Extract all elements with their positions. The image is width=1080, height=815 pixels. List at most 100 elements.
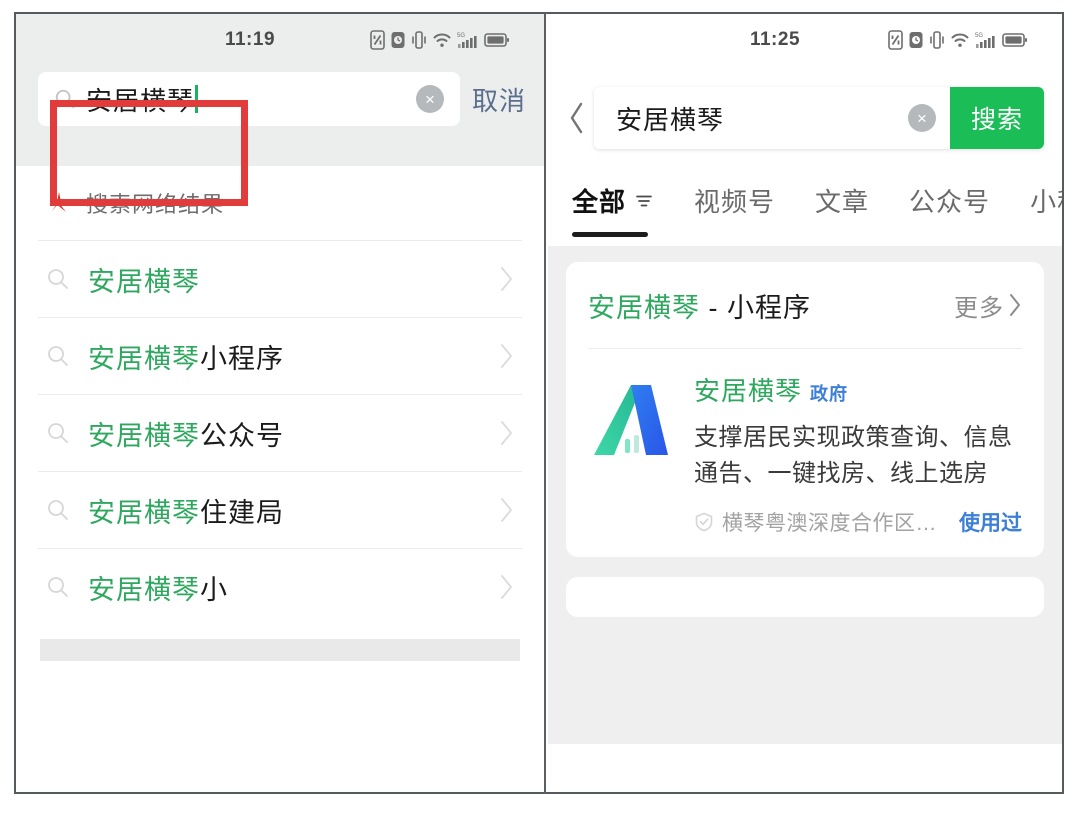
- nfc-icon: [888, 30, 903, 50]
- card-title-rest: - 小程序: [700, 292, 811, 323]
- left-search-area: 安居横琴 × 取消: [16, 66, 544, 166]
- anju-hengqin-logo: [594, 385, 668, 455]
- wifi-icon: [951, 33, 969, 47]
- suggestion-highlight: 安居横琴: [88, 497, 200, 528]
- battery-icon: [1002, 33, 1027, 47]
- signal-5g-icon: 5G: [457, 33, 477, 48]
- mini-program-footer: 横琴粤澳深度合作区城市规划和... 使用过: [694, 507, 1022, 537]
- used-badge: 使用过: [959, 511, 1022, 535]
- search-icon: [48, 423, 68, 443]
- tab-公众号[interactable]: 公众号: [909, 178, 990, 219]
- result-tab-bar: 全部视频号文章公众号小程序直: [548, 170, 1062, 246]
- right-search-area: 安居横琴 × 搜索: [548, 66, 1062, 170]
- chevron-right-icon: [501, 267, 512, 291]
- search-icon: [48, 269, 68, 289]
- chevron-right-icon: [501, 575, 512, 599]
- right-status-bar: 11:25 5G: [548, 14, 1062, 66]
- suggestion-text: 安居横琴: [88, 260, 498, 299]
- mini-program-name: 安居横琴: [694, 376, 803, 406]
- government-badge: 政府: [810, 384, 849, 404]
- suggestion-text: 安居横琴小程序: [88, 337, 498, 376]
- chevron-right-icon: [501, 421, 512, 445]
- panel-divider: [544, 12, 546, 794]
- back-chevron-icon[interactable]: [560, 101, 594, 135]
- signal-5g-icon: 5G: [975, 33, 995, 48]
- right-search-field: 安居横琴 × 搜索: [594, 87, 1044, 149]
- web-search-row[interactable]: 搜索网络结果: [16, 166, 544, 240]
- suggestion-highlight: 安居横琴: [88, 343, 200, 374]
- search-icon: [48, 500, 68, 520]
- left-search-input[interactable]: 安居横琴 ×: [38, 72, 460, 126]
- text-caret: [195, 85, 199, 113]
- list-divider: [38, 317, 522, 318]
- tab-视频号[interactable]: 视频号: [694, 178, 775, 219]
- tab-label: 全部: [572, 187, 627, 217]
- tab-label: 视频号: [694, 187, 776, 217]
- bottom-gray-band: [40, 639, 520, 661]
- right-phone-panel: 11:25 5G 安居横琴 × 搜索 全部视: [548, 14, 1062, 792]
- suggestion-rest: 公众号: [200, 420, 284, 451]
- suggestion-text: 安居横琴住建局: [88, 491, 498, 530]
- svg-text:5G: 5G: [457, 33, 465, 39]
- filter-icon[interactable]: [634, 191, 654, 211]
- left-status-icons: 5G: [370, 30, 510, 50]
- left-status-time: 11:19: [224, 29, 276, 50]
- chevron-right-icon: [1010, 294, 1020, 316]
- list-divider: [38, 394, 522, 395]
- alarm-mute-icon: [909, 32, 923, 48]
- next-result-card-peek: [566, 576, 1044, 617]
- left-phone-panel: 11:19 5G 安居横琴 × 取消: [16, 14, 544, 792]
- mini-program-result-card: 安居横琴 - 小程序 更多: [566, 262, 1044, 557]
- list-divider: [38, 240, 522, 241]
- cancel-button[interactable]: 取消: [471, 85, 526, 116]
- mini-program-entry[interactable]: 安居横琴 政府 支撑居民实现政策查询、信息通告、一键找房、线上选房 横琴粤澳深度…: [588, 349, 1022, 557]
- left-search-row: 安居横琴 × 取消: [38, 72, 530, 126]
- wifi-icon: [433, 33, 451, 47]
- tab-label: 文章: [815, 187, 870, 217]
- chevron-right-icon: [501, 344, 512, 368]
- tab-文章[interactable]: 文章: [815, 178, 869, 219]
- search-icon: [55, 89, 75, 109]
- left-search-query: 安居横琴: [86, 85, 195, 116]
- suggestion-rest: 小: [200, 574, 228, 605]
- shield-check-icon: [695, 512, 713, 532]
- suggestion-highlight: 安居横琴: [88, 420, 200, 451]
- svg-text:5G: 5G: [975, 33, 983, 39]
- right-search-query: 安居横琴: [616, 104, 725, 135]
- clear-icon[interactable]: ×: [908, 104, 936, 132]
- clear-icon[interactable]: ×: [415, 85, 444, 113]
- vibrate-icon: [412, 31, 426, 49]
- suggestion-row[interactable]: 安居横琴公众号: [16, 395, 544, 471]
- tab-全部[interactable]: 全部: [572, 178, 654, 219]
- search-icon: [48, 577, 68, 597]
- suggestion-text: 安居横琴小: [88, 568, 498, 607]
- search-icon: [48, 346, 68, 366]
- right-status-icons: 5G: [888, 30, 1028, 50]
- suggestion-highlight: 安居横琴: [88, 574, 200, 605]
- list-divider: [38, 548, 522, 549]
- battery-icon: [484, 33, 509, 47]
- suggestion-row[interactable]: 安居横琴住建局: [16, 472, 544, 548]
- mini-program-info: 安居横琴 政府 支撑居民实现政策查询、信息通告、一键找房、线上选房 横琴粤澳深度…: [694, 371, 1022, 537]
- mini-program-description: 支撑居民实现政策查询、信息通告、一键找房、线上选房: [694, 424, 1013, 488]
- tab-label: 公众号: [909, 187, 991, 217]
- mini-program-organization: 横琴粤澳深度合作区城市规划和...: [722, 511, 949, 535]
- right-search-input[interactable]: 安居横琴 ×: [594, 87, 950, 149]
- suggestion-row[interactable]: 安居横琴小: [16, 549, 544, 625]
- more-button[interactable]: 更多: [954, 288, 1022, 323]
- left-status-bar: 11:19 5G: [16, 14, 544, 66]
- active-tab-underline: [572, 232, 648, 237]
- right-status-time: 11:25: [749, 29, 801, 50]
- left-suggestion-list: 搜索网络结果 安居横琴 安居横琴小程序 安居横琴公众号 安居横琴住建局 安居横琴小: [16, 166, 544, 661]
- card-header: 安居横琴 - 小程序 更多: [588, 262, 1022, 348]
- tab-小程序[interactable]: 小程序: [1030, 178, 1062, 219]
- suggestion-row[interactable]: 安居横琴: [16, 241, 544, 317]
- suggestion-row[interactable]: 安居横琴小程序: [16, 318, 544, 394]
- search-submit-button[interactable]: 搜索: [950, 87, 1044, 149]
- chevron-right-icon: [501, 498, 512, 522]
- card-title-highlight: 安居横琴: [588, 292, 700, 323]
- nfc-icon: [370, 30, 385, 50]
- suggestion-rest: 住建局: [200, 497, 284, 528]
- web-search-label: 搜索网络结果: [86, 192, 225, 217]
